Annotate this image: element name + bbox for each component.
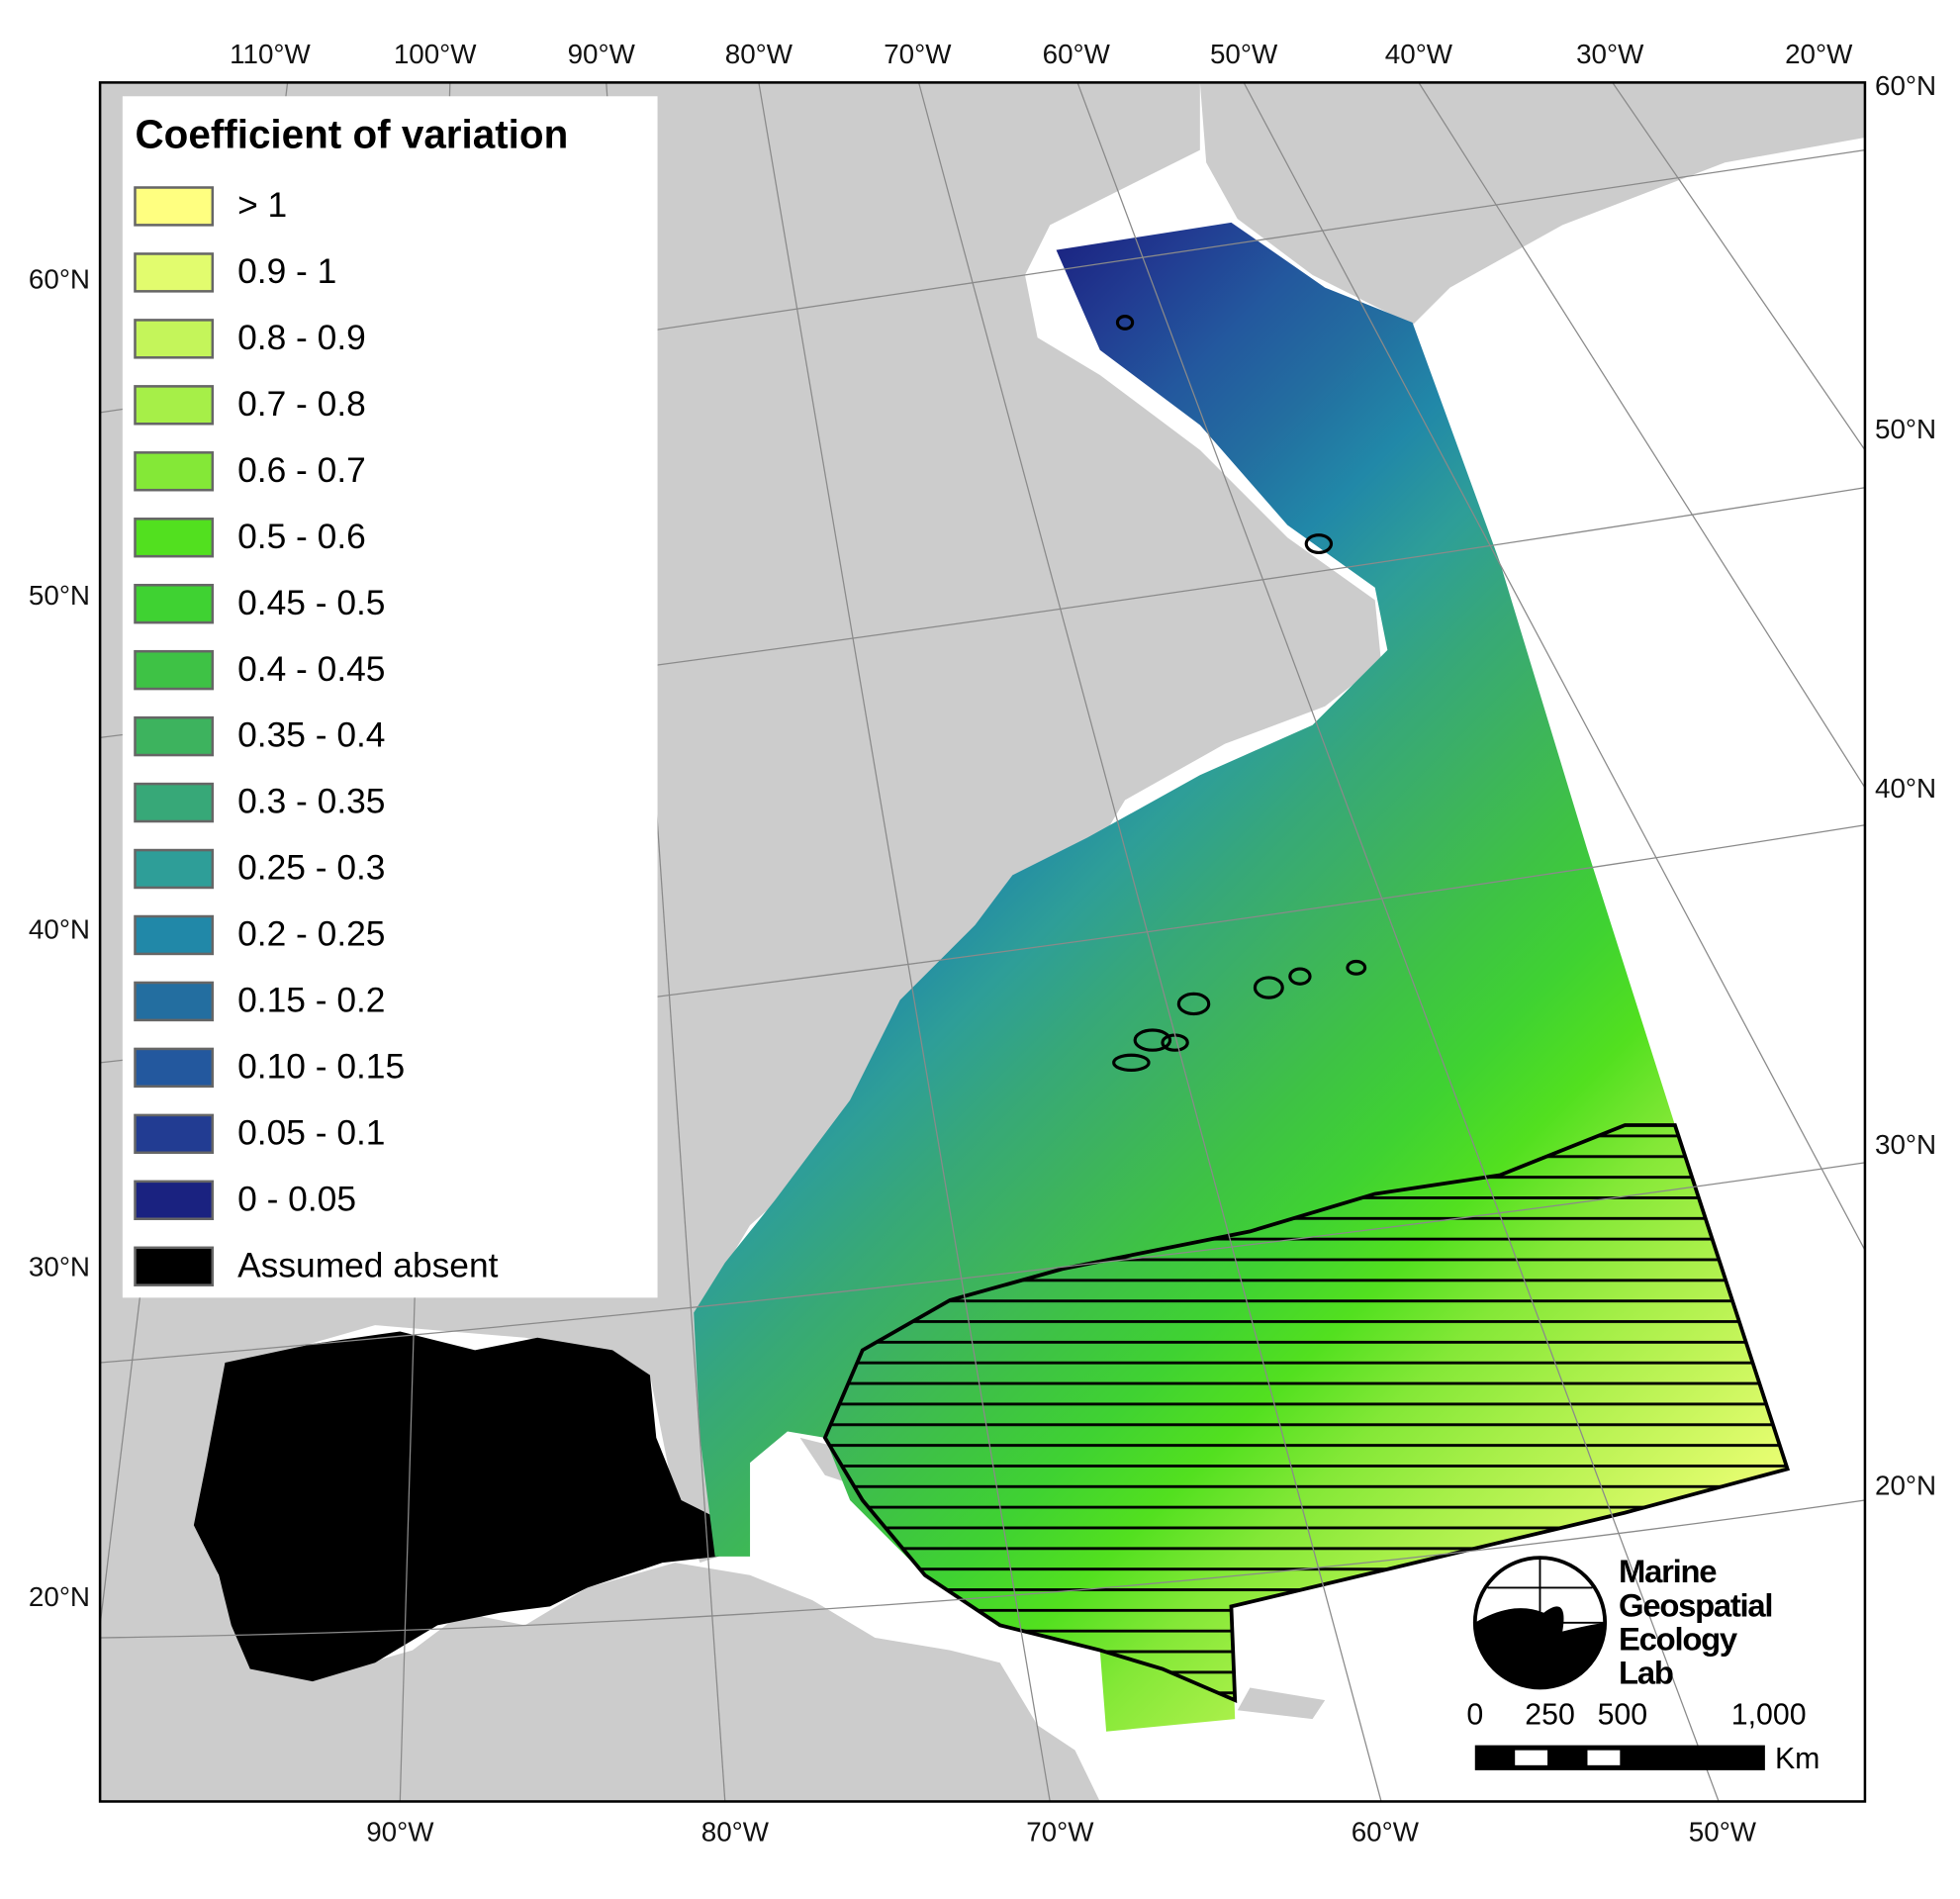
top-axis-label: 70°W	[884, 39, 952, 69]
legend-label: 0.05 - 0.1	[237, 1113, 385, 1152]
right-axis-label: 40°N	[1875, 773, 1936, 804]
left-axis-label: 30°N	[29, 1252, 90, 1282]
legend-label: 0 - 0.05	[237, 1180, 356, 1218]
legend-swatch	[134, 981, 215, 1022]
left-axis-label: 20°N	[29, 1581, 90, 1612]
legend-label: Assumed absent	[237, 1246, 499, 1284]
top-axis-label: 110°W	[230, 39, 311, 69]
legend-label: 0.7 - 0.8	[237, 385, 366, 424]
contour-outlines	[1112, 315, 1367, 1072]
legend-swatch	[134, 1113, 215, 1155]
legend-label: 0.10 - 0.15	[237, 1047, 405, 1086]
bottom-axis-label: 50°W	[1689, 1817, 1757, 1848]
legend-swatch	[134, 649, 215, 691]
left-axis-label: 60°N	[29, 264, 90, 295]
bottom-axis-label: 90°W	[366, 1817, 434, 1848]
land-greenland	[1199, 82, 1865, 326]
hatched-extrapolation	[822, 1123, 1791, 1704]
top-axis-label: 60°W	[1043, 39, 1111, 69]
legend-label: 0.6 - 0.7	[237, 451, 366, 490]
top-axis-label: 80°W	[725, 39, 793, 69]
legend-swatch	[134, 451, 215, 492]
legend-swatch	[134, 715, 215, 757]
bottom-axis-label: 80°W	[701, 1817, 770, 1848]
legend-swatch	[134, 319, 215, 359]
legend-label: 0.9 - 1	[237, 252, 336, 291]
top-axis-label: 100°W	[394, 39, 477, 69]
legend-label: 0.5 - 0.6	[237, 518, 366, 556]
legend-swatch	[134, 583, 215, 624]
right-axis-label: 60°N	[1875, 70, 1936, 101]
right-axis-label: 20°N	[1875, 1471, 1936, 1501]
top-axis-label: 40°W	[1385, 39, 1453, 69]
legend-swatch	[134, 1047, 215, 1089]
legend-label: 0.15 - 0.2	[237, 982, 385, 1020]
right-axis-label: 50°N	[1875, 414, 1936, 444]
legend-label: > 1	[237, 186, 287, 225]
legend-box	[122, 96, 658, 1298]
legend-swatch	[134, 1246, 215, 1286]
legend-swatch	[134, 518, 215, 558]
gulf-assumed-absent	[193, 1331, 719, 1682]
scale-bar-segment	[1587, 1750, 1621, 1765]
legend-label: 0.8 - 0.9	[237, 319, 366, 357]
bottom-axis-label: 60°W	[1352, 1817, 1420, 1848]
logo-text: Lab	[1619, 1655, 1673, 1691]
legend-label: 0.35 - 0.4	[237, 716, 385, 755]
legend-label: 0.3 - 0.35	[237, 783, 385, 821]
scale-bar-label: 500	[1598, 1699, 1648, 1732]
legend-swatch	[134, 1180, 215, 1221]
legend-label: 0.4 - 0.45	[237, 650, 385, 689]
legend-title: Coefficient of variation	[135, 112, 568, 157]
logo-text: Geospatial	[1619, 1586, 1772, 1623]
legend-swatch	[134, 914, 215, 956]
scale-bar-label: 250	[1525, 1699, 1575, 1732]
legend-swatch	[134, 385, 215, 426]
logo-text: Marine	[1619, 1553, 1717, 1589]
logo-grid	[1474, 1558, 1606, 1688]
logo-text: Ecology	[1619, 1620, 1738, 1657]
scale-bar-label: 1,000	[1731, 1699, 1807, 1732]
scale-bar-label: 0	[1466, 1699, 1483, 1732]
legend-swatch	[134, 782, 215, 823]
top-axis-label: 20°W	[1785, 39, 1853, 69]
legend-label: 0.2 - 0.25	[237, 915, 385, 954]
left-axis-label: 50°N	[29, 580, 90, 611]
top-axis-label: 50°W	[1210, 39, 1278, 69]
scale-bar-segment	[1515, 1750, 1548, 1765]
left-axis-label: 40°N	[29, 914, 90, 945]
legend-label: 0.25 - 0.3	[237, 849, 385, 888]
top-axis-label: 90°W	[568, 39, 636, 69]
bottom-axis-label: 70°W	[1026, 1817, 1094, 1848]
top-axis-label: 30°W	[1576, 39, 1644, 69]
right-axis-label: 30°N	[1875, 1129, 1936, 1160]
legend-swatch	[134, 186, 215, 227]
map-frame	[98, 81, 1867, 1803]
scale-bar-unit: Km	[1775, 1743, 1820, 1775]
legend-swatch	[134, 848, 215, 890]
legend-swatch	[134, 252, 215, 293]
legend-label: 0.45 - 0.5	[237, 584, 385, 622]
